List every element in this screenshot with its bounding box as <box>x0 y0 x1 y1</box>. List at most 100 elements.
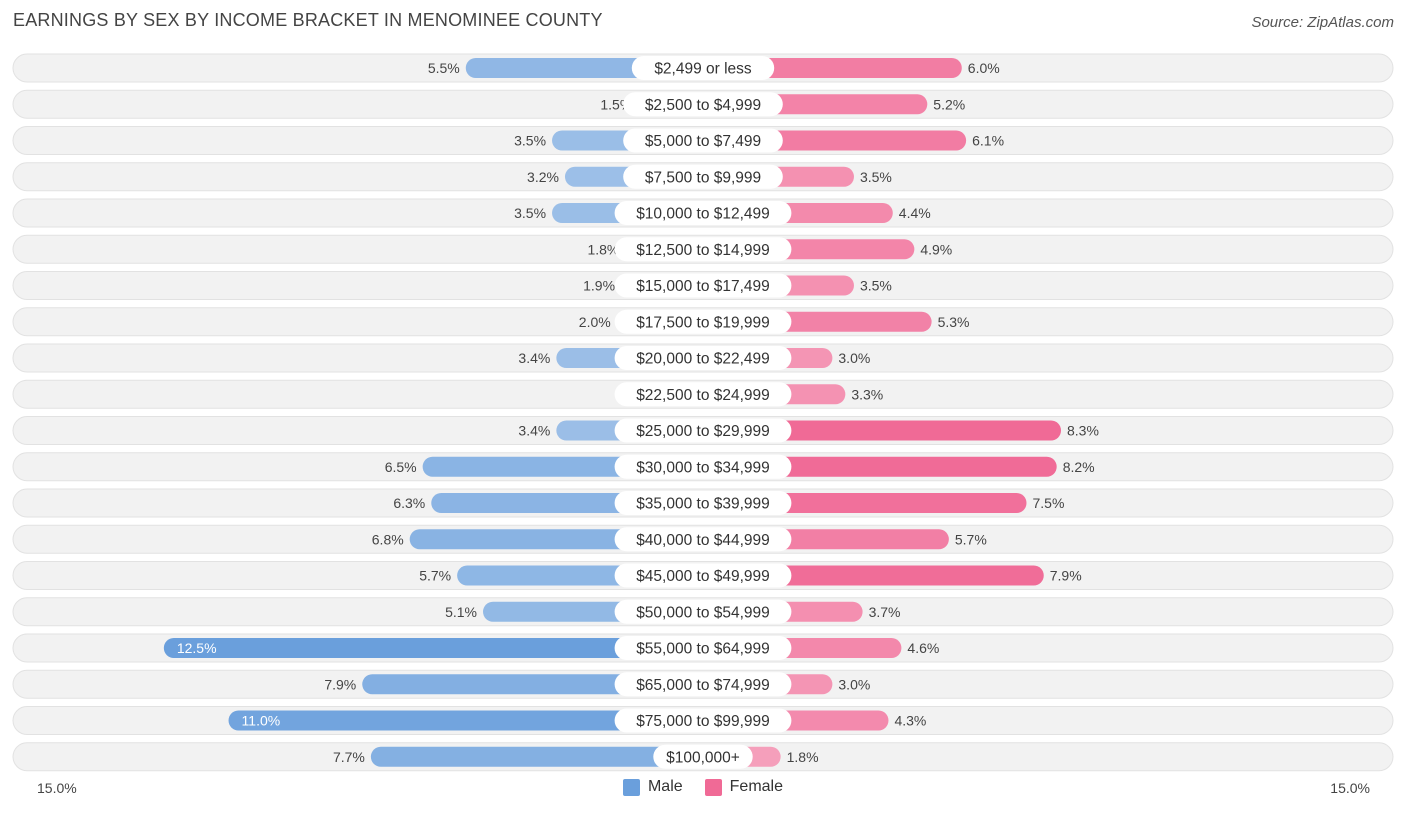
value-label-male: 1.8% <box>587 241 619 257</box>
category-label: $2,499 or less <box>654 61 752 78</box>
bar-male <box>370 746 703 767</box>
value-label-male: 6.3% <box>393 495 425 511</box>
value-label-female: 3.5% <box>860 169 892 185</box>
category-label: $100,000+ <box>666 749 740 766</box>
chart-row: 3.4% 3.0% $20,000 to $22,499 <box>12 343 1394 373</box>
value-label-female: 3.0% <box>838 676 870 692</box>
category-pill <box>623 164 783 189</box>
value-label-male: 3.5% <box>514 205 546 221</box>
legend-item-male[interactable]: Male <box>622 778 683 796</box>
chart-row: 1.9% 3.5% $15,000 to $17,499 <box>12 271 1394 300</box>
chart-row: 6.3% 7.5% $35,000 to $39,999 <box>12 488 1394 518</box>
value-label-male: 3.4% <box>518 423 550 439</box>
chart-row: 3.4% 8.3% $25,000 to $29,999 <box>12 416 1394 445</box>
value-label-female: 1.8% <box>787 749 819 765</box>
value-label-female: 3.5% <box>860 278 892 294</box>
chart-row: 5.5% 6.0% $2,499 or less <box>12 53 1394 83</box>
value-label-female: 8.2% <box>1063 459 1095 475</box>
category-label: $17,500 to $19,999 <box>636 314 770 331</box>
value-label-female: 6.0% <box>968 60 1000 76</box>
value-label-male: 3.4% <box>518 350 550 366</box>
chart-row: 7.9% 3.0% $65,000 to $74,999 <box>12 669 1394 699</box>
value-label-male: 3.5% <box>514 133 546 149</box>
category-label: $5,000 to $7,499 <box>645 133 761 150</box>
category-pill <box>623 128 783 153</box>
chart-row: 6.8% 5.7% $40,000 to $44,999 <box>12 524 1394 554</box>
category-pill <box>614 563 792 588</box>
legend-label-male: Male <box>647 778 683 795</box>
category-label: $55,000 to $64,999 <box>636 641 770 658</box>
category-pill <box>631 56 775 80</box>
chart-row: 3.2% 3.5% $7,500 to $9,999 <box>12 162 1394 192</box>
category-pill <box>623 92 783 117</box>
value-label-female: 5.2% <box>933 96 965 112</box>
chart-row: 3.5% 4.4% $10,000 to $12,499 <box>12 198 1394 228</box>
chart-row: 5.1% 3.7% $50,000 to $54,999 <box>12 597 1394 627</box>
category-pill <box>614 309 792 334</box>
legend-item-female[interactable]: Female <box>704 778 784 796</box>
category-pill <box>614 599 792 624</box>
value-label-female: 4.9% <box>920 241 952 257</box>
category-label: $15,000 to $17,499 <box>636 278 770 295</box>
chart-row: 5.7% 7.9% $45,000 to $49,999 <box>12 561 1394 590</box>
chart-row: 6.5% 8.2% $30,000 to $34,999 <box>12 452 1394 482</box>
category-pill <box>614 201 792 225</box>
value-label-female: 4.6% <box>907 640 939 656</box>
chart-row: 1.1%3.3%$22,500 to $24,999 <box>12 379 1394 409</box>
chart-row: 1.8% 4.9% $12,500 to $14,999 <box>12 234 1394 264</box>
chart-row: 7.7% 1.8% $100,000+ <box>12 742 1394 772</box>
axis-label-right: 15.0% <box>1330 780 1370 796</box>
value-label-male: 7.9% <box>324 676 356 692</box>
category-label: $25,000 to $29,999 <box>636 423 770 440</box>
category-pill <box>614 672 792 697</box>
legend: Male Female <box>0 778 1406 796</box>
category-pill <box>653 744 753 769</box>
value-label-female: 8.3% <box>1067 423 1099 439</box>
value-label-female: 5.3% <box>938 314 970 330</box>
category-pill <box>614 708 792 733</box>
value-label-male: 5.5% <box>428 60 460 76</box>
value-label-male: 5.1% <box>445 604 477 620</box>
chart-row: 1.5% 5.2%$2,500 to $4,999 <box>12 89 1394 119</box>
chart-row: 12.5% 4.6% $55,000 to $64,999 <box>12 633 1394 663</box>
value-label-female: 3.3% <box>851 386 883 402</box>
chart-row: 3.5% 6.1% $5,000 to $7,499 <box>12 126 1394 155</box>
value-label-female: 7.9% <box>1050 568 1082 584</box>
category-pill <box>614 491 792 515</box>
category-pill <box>614 636 792 660</box>
value-label-male: 11.0% <box>242 713 281 729</box>
category-label: $20,000 to $22,499 <box>636 351 770 368</box>
value-label-female: 6.1% <box>972 133 1004 149</box>
axis-label-left: 15.0% <box>37 780 77 796</box>
bar-male <box>228 710 704 731</box>
legend-swatch-male <box>622 778 640 796</box>
category-label: $50,000 to $54,999 <box>636 604 770 621</box>
value-label-female: 4.3% <box>894 713 926 729</box>
value-label-male: 7.7% <box>333 749 365 765</box>
chart-row: 11.0% 4.3% $75,000 to $99,999 <box>12 706 1394 735</box>
legend-swatch-female <box>704 778 722 796</box>
legend-label-female: Female <box>729 778 784 795</box>
category-pill <box>614 346 792 370</box>
category-label: $10,000 to $12,499 <box>636 206 770 223</box>
bar-female <box>703 420 1062 441</box>
category-pill <box>614 273 792 298</box>
chart-title: EARNINGS BY SEX BY INCOME BRACKET IN MEN… <box>13 10 603 30</box>
category-label: $75,000 to $99,999 <box>636 713 770 730</box>
value-label-male: 5.7% <box>419 568 451 584</box>
value-label-male: 6.5% <box>385 459 417 475</box>
category-label: $22,500 to $24,999 <box>636 387 770 404</box>
category-pill <box>614 382 792 407</box>
category-label: $2,500 to $4,999 <box>645 97 761 114</box>
value-label-male: 12.5% <box>177 640 217 656</box>
category-label: $35,000 to $39,999 <box>636 496 770 513</box>
value-label-female: 3.7% <box>869 604 901 620</box>
value-label-female: 7.5% <box>1033 495 1065 511</box>
category-pill <box>614 418 792 443</box>
value-label-male: 6.8% <box>372 531 404 547</box>
value-label-female: 3.0% <box>838 350 870 366</box>
category-label: $7,500 to $9,999 <box>645 169 761 186</box>
chart-source: Source: ZipAtlas.com <box>1251 14 1394 31</box>
category-pill <box>614 527 792 552</box>
